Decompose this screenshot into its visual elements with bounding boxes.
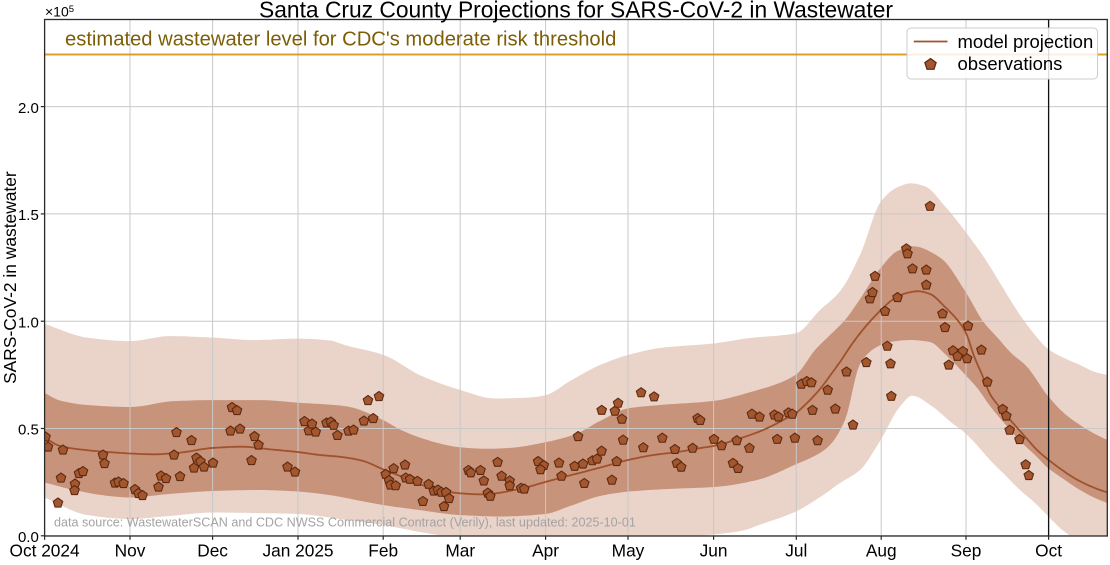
svg-text:Oct: Oct bbox=[1035, 541, 1062, 561]
svg-text:0.0: 0.0 bbox=[18, 529, 39, 546]
svg-text:1.5: 1.5 bbox=[18, 207, 39, 224]
svg-text:Oct 2024: Oct 2024 bbox=[10, 541, 81, 561]
svg-text:estimated wastewater level for: estimated wastewater level for CDC's mod… bbox=[65, 29, 616, 51]
svg-text:Jan 2025: Jan 2025 bbox=[262, 541, 333, 561]
svg-text:Mar: Mar bbox=[445, 541, 475, 561]
svg-text:Sep: Sep bbox=[951, 541, 982, 561]
svg-text:0.5: 0.5 bbox=[18, 422, 39, 439]
svg-text:Jun: Jun bbox=[700, 541, 728, 561]
svg-text:Aug: Aug bbox=[866, 541, 897, 561]
svg-text:SARS-CoV-2 in wastewater: SARS-CoV-2 in wastewater bbox=[0, 171, 20, 384]
svg-text:data source: WastewaterSCAN an: data source: WastewaterSCAN and CDC NWSS… bbox=[54, 516, 636, 530]
svg-text:model projection: model projection bbox=[958, 31, 1094, 52]
svg-text:Jul: Jul bbox=[785, 541, 807, 561]
svg-text:observations: observations bbox=[958, 53, 1063, 74]
svg-text:Apr: Apr bbox=[532, 541, 559, 561]
svg-text:×105: ×105 bbox=[45, 4, 74, 20]
svg-text:Nov: Nov bbox=[115, 541, 146, 561]
svg-text:1.0: 1.0 bbox=[18, 314, 39, 331]
svg-text:Dec: Dec bbox=[197, 541, 228, 561]
svg-text:Santa Cruz County Projections: Santa Cruz County Projections for SARS-C… bbox=[259, 0, 893, 23]
svg-text:Feb: Feb bbox=[368, 541, 398, 561]
svg-text:2.0: 2.0 bbox=[18, 100, 39, 117]
svg-text:May: May bbox=[612, 541, 645, 561]
